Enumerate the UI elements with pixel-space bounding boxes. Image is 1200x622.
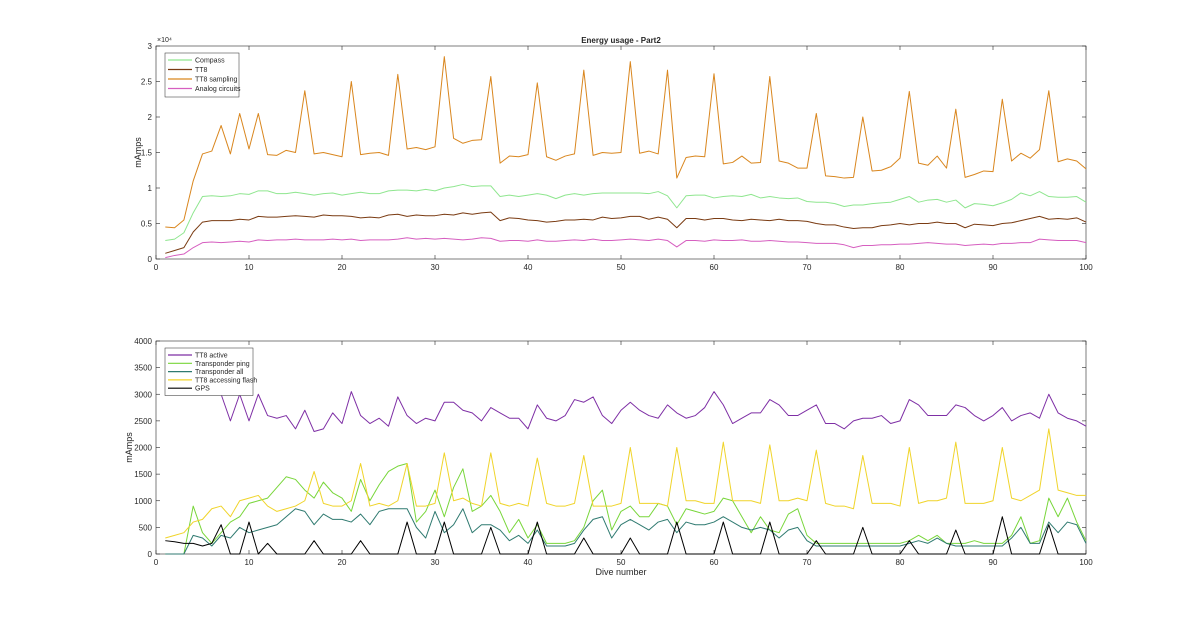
bottom-x-tick-label: 60 [710, 558, 719, 567]
top-x-tick-label: 0 [154, 263, 159, 272]
top-axis-ticks: 0 10 20 30 40 50 60 70 80 90 100 0 0.5 1 1.5 2 2.5 3 [141, 42, 1093, 272]
bottom-y-tick-label: 1000 [134, 497, 152, 506]
bottom-x-tick-label: 30 [431, 558, 440, 567]
top-y-exponent: ×10⁴ [157, 37, 172, 44]
bottom-y-tick-label: 2000 [134, 444, 152, 453]
bottom-x-tick-label: 100 [1079, 558, 1093, 567]
top-chart: Energy usage - Part2 mAmps ×10⁴ 0 10 20 30 4… [133, 36, 1093, 272]
top-y-tick-label: 0 [148, 255, 153, 264]
bottom-y-tick-label: 4000 [134, 337, 152, 346]
bottom-y-tick-label: 3000 [134, 390, 152, 399]
top-legend-label-tt8-sampling: TT8 sampling [195, 77, 238, 84]
bottom-x-tick-label: 40 [524, 558, 533, 567]
top-y-tick-label: 2 [148, 113, 153, 122]
bottom-legend-label-tt8-active: TT8 active [195, 353, 228, 360]
top-x-tick-label: 10 [245, 263, 254, 272]
top-x-tick-label: 80 [896, 263, 905, 272]
top-x-tick-label: 50 [617, 263, 626, 272]
top-y-tick-label: 1.5 [141, 149, 153, 158]
bottom-series-tt8-accessing-flash [165, 428, 1086, 539]
top-x-tick-label: 100 [1079, 263, 1093, 272]
top-series-tt8-sampling [165, 56, 1087, 229]
bottom-legend-label-transponder-ping: Transponder ping [195, 361, 250, 368]
bottom-x-tick-label: 50 [617, 558, 626, 567]
bottom-legend-label-gps: GPS [195, 386, 210, 393]
bottom-x-tick-label: 70 [803, 558, 812, 567]
bottom-chart: mAmps Dive number 0 10 20 30 40 50 60 70 80 90 100… [124, 337, 1093, 577]
top-x-tick-label: 70 [803, 263, 812, 272]
bottom-x-tick-label: 10 [245, 558, 254, 567]
bottom-series-transponder-ping [165, 462, 1087, 555]
bottom-plot-area [155, 340, 1087, 555]
bottom-series [165, 391, 1087, 555]
top-x-tick-label: 40 [524, 263, 533, 272]
top-y-axis-label: mAmps [133, 137, 143, 168]
bottom-y-tick-label: 500 [139, 523, 153, 532]
top-y-tick-label: 1 [148, 184, 153, 193]
top-series-analog-circuits [165, 237, 1087, 259]
top-x-tick-label: 30 [431, 263, 440, 272]
bottom-series-gps [165, 516, 1086, 555]
bottom-x-tick-label: 90 [989, 558, 998, 567]
bottom-x-tick-label: 20 [338, 558, 347, 567]
bottom-x-tick-label: 80 [896, 558, 905, 567]
bottom-axis-ticks: 0 10 20 30 40 50 60 70 80 90 100050010001500200025… [134, 337, 1093, 567]
top-legend-label-tt8: TT8 [195, 67, 208, 74]
top-x-tick-label: 60 [710, 263, 719, 272]
bottom-y-tick-label: 1500 [134, 470, 152, 479]
top-y-tick-label: 2.5 [141, 78, 153, 87]
bottom-y-axis-label: mAmps [124, 432, 134, 463]
top-x-tick-label: 90 [989, 263, 998, 272]
top-series-tt8 [165, 211, 1087, 254]
bottom-y-tick-label: 3500 [134, 364, 152, 373]
bottom-series-tt8-active [220, 391, 1087, 433]
top-legend-label-analog-circuits: Analog circuits [195, 86, 241, 93]
top-legend-label-compass: Compass [195, 58, 225, 65]
top-x-tick-label: 20 [338, 263, 347, 272]
top-legend: Compass TT8 TT8 sampling Analog circuits [164, 52, 241, 98]
top-chart-title: Energy usage - Part2 [581, 36, 661, 45]
bottom-x-axis-label: Dive number [595, 567, 646, 577]
bottom-legend-label-tt8-accessing-flash: TT8 accessing flash [195, 377, 257, 384]
bottom-x-tick-label: 0 [154, 558, 159, 567]
bottom-legend-label-transponder-all: Transponder all [195, 369, 244, 376]
top-series-compass [165, 183, 1087, 242]
bottom-y-tick-label: 0 [148, 550, 153, 559]
bottom-y-tick-label: 2500 [134, 417, 152, 426]
top-y-tick-label: 0.5 [141, 220, 153, 229]
bottom-series-transponder-all [165, 508, 1087, 555]
top-y-tick-label: 3 [148, 42, 153, 51]
top-series [165, 56, 1087, 259]
